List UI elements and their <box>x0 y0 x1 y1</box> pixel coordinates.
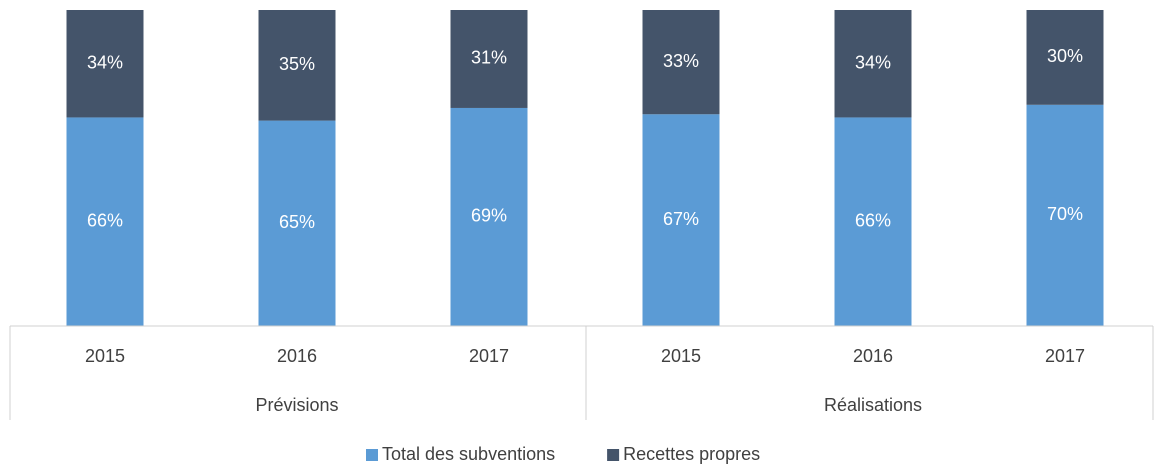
bar-segment <box>1026 10 1104 105</box>
legend-label: Total des subventions <box>382 444 555 464</box>
group-label: Prévisions <box>255 395 338 415</box>
bar-segment <box>834 10 912 118</box>
bar-segment <box>66 117 144 326</box>
data-label: 69% <box>471 206 507 226</box>
data-label: 65% <box>279 212 315 232</box>
legend-swatch <box>366 449 378 461</box>
data-label: 34% <box>855 52 891 72</box>
x-tick-label: 2016 <box>853 346 893 366</box>
data-label: 67% <box>663 209 699 229</box>
data-label: 35% <box>279 54 315 74</box>
data-label: 66% <box>855 210 891 230</box>
bar-segment <box>1026 104 1104 326</box>
group-label: Réalisations <box>824 395 922 415</box>
bar-segment <box>258 10 336 121</box>
data-label: 31% <box>471 48 507 68</box>
bar-segment <box>450 10 528 108</box>
legend-swatch <box>607 449 620 461</box>
x-tick-label: 2015 <box>85 346 125 366</box>
data-label: 66% <box>87 210 123 230</box>
bar-segment <box>258 120 336 326</box>
data-label: 34% <box>87 52 123 72</box>
data-label: 70% <box>1047 204 1083 224</box>
bar-segment <box>450 107 528 327</box>
x-tick-label: 2017 <box>469 346 509 366</box>
bar-segment <box>642 10 720 115</box>
x-tick-label: 2016 <box>277 346 317 366</box>
data-label: 33% <box>663 51 699 71</box>
x-tick-label: 2017 <box>1045 346 1085 366</box>
bar-segment <box>834 117 912 326</box>
bar-segment <box>66 10 144 118</box>
x-tick-label: 2015 <box>661 346 701 366</box>
data-label: 30% <box>1047 46 1083 66</box>
bar-segment <box>642 114 720 326</box>
legend-label: Recettes propres <box>623 444 760 464</box>
